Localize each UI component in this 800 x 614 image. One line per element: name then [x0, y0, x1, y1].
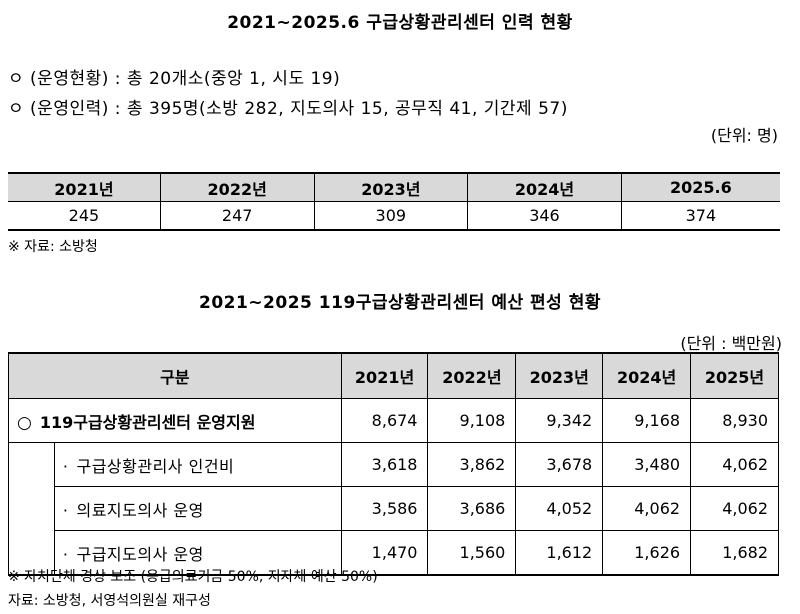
staffing-title: 2021~2025.6 구급상황관리센터 인력 현황 [227, 13, 573, 33]
staffing-value-row: 245 247 309 346 374 [8, 201, 780, 230]
year-header: 2024년 [602, 352, 692, 399]
budget-value-cell: 9,342 [515, 398, 604, 443]
staff-count-cell: 346 [467, 201, 622, 230]
budget-main-row: ○ 119구급상황관리센터 운영지원 8,674 9,108 9,342 9,16… [8, 398, 779, 443]
staffing-unit-label: (단위: 명) [710, 126, 778, 145]
budget-value-cell: 1,612 [515, 530, 604, 576]
budget-value-cell: 8,674 [340, 398, 429, 443]
dot-marker: · [62, 456, 69, 476]
staff-count-cell: 245 [8, 201, 161, 230]
budget-value-cell: 3,862 [427, 442, 517, 487]
dot-marker: · [62, 500, 69, 520]
budget-value-cell: 1,682 [690, 530, 779, 576]
year-header: 2025년 [690, 352, 779, 399]
budget-sub-row: · 구급상황관리사 인건비 3,618 3,862 3,678 3,480 4,0… [8, 442, 779, 487]
budget-value-cell: 4,062 [690, 442, 779, 487]
budget-unit-label: (단위 : 백만원) [680, 334, 782, 353]
budget-header-row: 구분 2021년 2022년 2023년 2024년 2025년 [8, 352, 779, 399]
sub-category-cell: · 구급상황관리사 인건비 [53, 442, 342, 487]
budget-value-cell: 3,678 [515, 442, 604, 487]
staff-count-cell: 309 [313, 201, 469, 230]
budget-source-note: 자료: 소방청, 서영석의원실 재구성 [8, 593, 211, 609]
indent-cell [8, 530, 55, 575]
staff-count-cell: 374 [620, 201, 780, 230]
circle-marker: ○ [17, 412, 32, 433]
budget-value-cell: 3,480 [602, 442, 692, 487]
year-header: 2023년 [313, 173, 469, 202]
indent-cell [8, 486, 55, 531]
budget-table: 구분 2021년 2022년 2023년 2024년 2025년 ○ 119구급상… [8, 352, 779, 576]
indent-cell [8, 442, 55, 487]
budget-value-cell: 3,686 [427, 486, 517, 531]
year-header: 2023년 [515, 352, 604, 399]
staffing-source-note: ※ 자료: 소방청 [8, 239, 98, 255]
budget-value-cell: 9,168 [602, 398, 692, 443]
budget-value-cell: 9,108 [427, 398, 517, 443]
budget-value-cell: 1,470 [340, 530, 429, 576]
sub-category-cell: · 의료지도의사 운영 [53, 486, 342, 531]
year-header: 2024년 [467, 173, 622, 202]
budget-value-cell: 1,560 [427, 530, 517, 576]
sub-category-label: 구급상황관리사 인건비 [76, 456, 235, 476]
main-category-cell: ○ 119구급상황관리센터 운영지원 [8, 398, 342, 443]
year-header: 2022년 [159, 173, 315, 202]
budget-value-cell: 3,618 [340, 442, 429, 487]
budget-sub-row: · 구급지도의사 운영 1,470 1,560 1,612 1,626 1,682 [8, 530, 779, 576]
budget-value-cell: 8,930 [690, 398, 779, 443]
year-header: 2021년 [8, 173, 161, 202]
subsidy-note: ※ 자치단체 경상 보조 (응급의료기금 50%, 지자체 예산 50%) [8, 569, 378, 585]
category-header: 구분 [8, 352, 342, 399]
budget-title: 2021~2025 119구급상황관리센터 예산 편성 현황 [199, 293, 601, 313]
budget-value-cell: 4,052 [515, 486, 604, 531]
budget-value-cell: 3,586 [340, 486, 429, 531]
staff-count-cell: 247 [159, 201, 315, 230]
year-header: 2022년 [427, 352, 517, 399]
dot-marker: · [62, 544, 69, 564]
staffing-table: 2021년 2022년 2023년 2024년 2025.6 245 247 3… [8, 172, 780, 231]
year-header: 2021년 [340, 352, 429, 399]
budget-value-cell: 4,062 [602, 486, 692, 531]
budget-value-cell: 4,062 [690, 486, 779, 531]
operation-staff-bullet: ㅇ (운영인력) : 총 395명(소방 282, 지도의사 15, 공무직 4… [8, 99, 568, 119]
budget-value-cell: 1,626 [602, 530, 692, 576]
budget-sub-row: · 의료지도의사 운영 3,586 3,686 4,052 4,062 4,062 [8, 486, 779, 531]
staffing-header-row: 2021년 2022년 2023년 2024년 2025.6 [8, 173, 780, 202]
sub-category-label: 구급지도의사 운영 [76, 544, 204, 564]
main-category-label: 119구급상황관리센터 운영지원 [39, 412, 256, 432]
operation-status-bullet: ㅇ (운영현황) : 총 20개소(중앙 1, 시도 19) [8, 69, 341, 89]
sub-category-label: 의료지도의사 운영 [76, 500, 204, 520]
year-header: 2025.6 [620, 173, 780, 202]
sub-category-cell: · 구급지도의사 운영 [53, 530, 342, 576]
